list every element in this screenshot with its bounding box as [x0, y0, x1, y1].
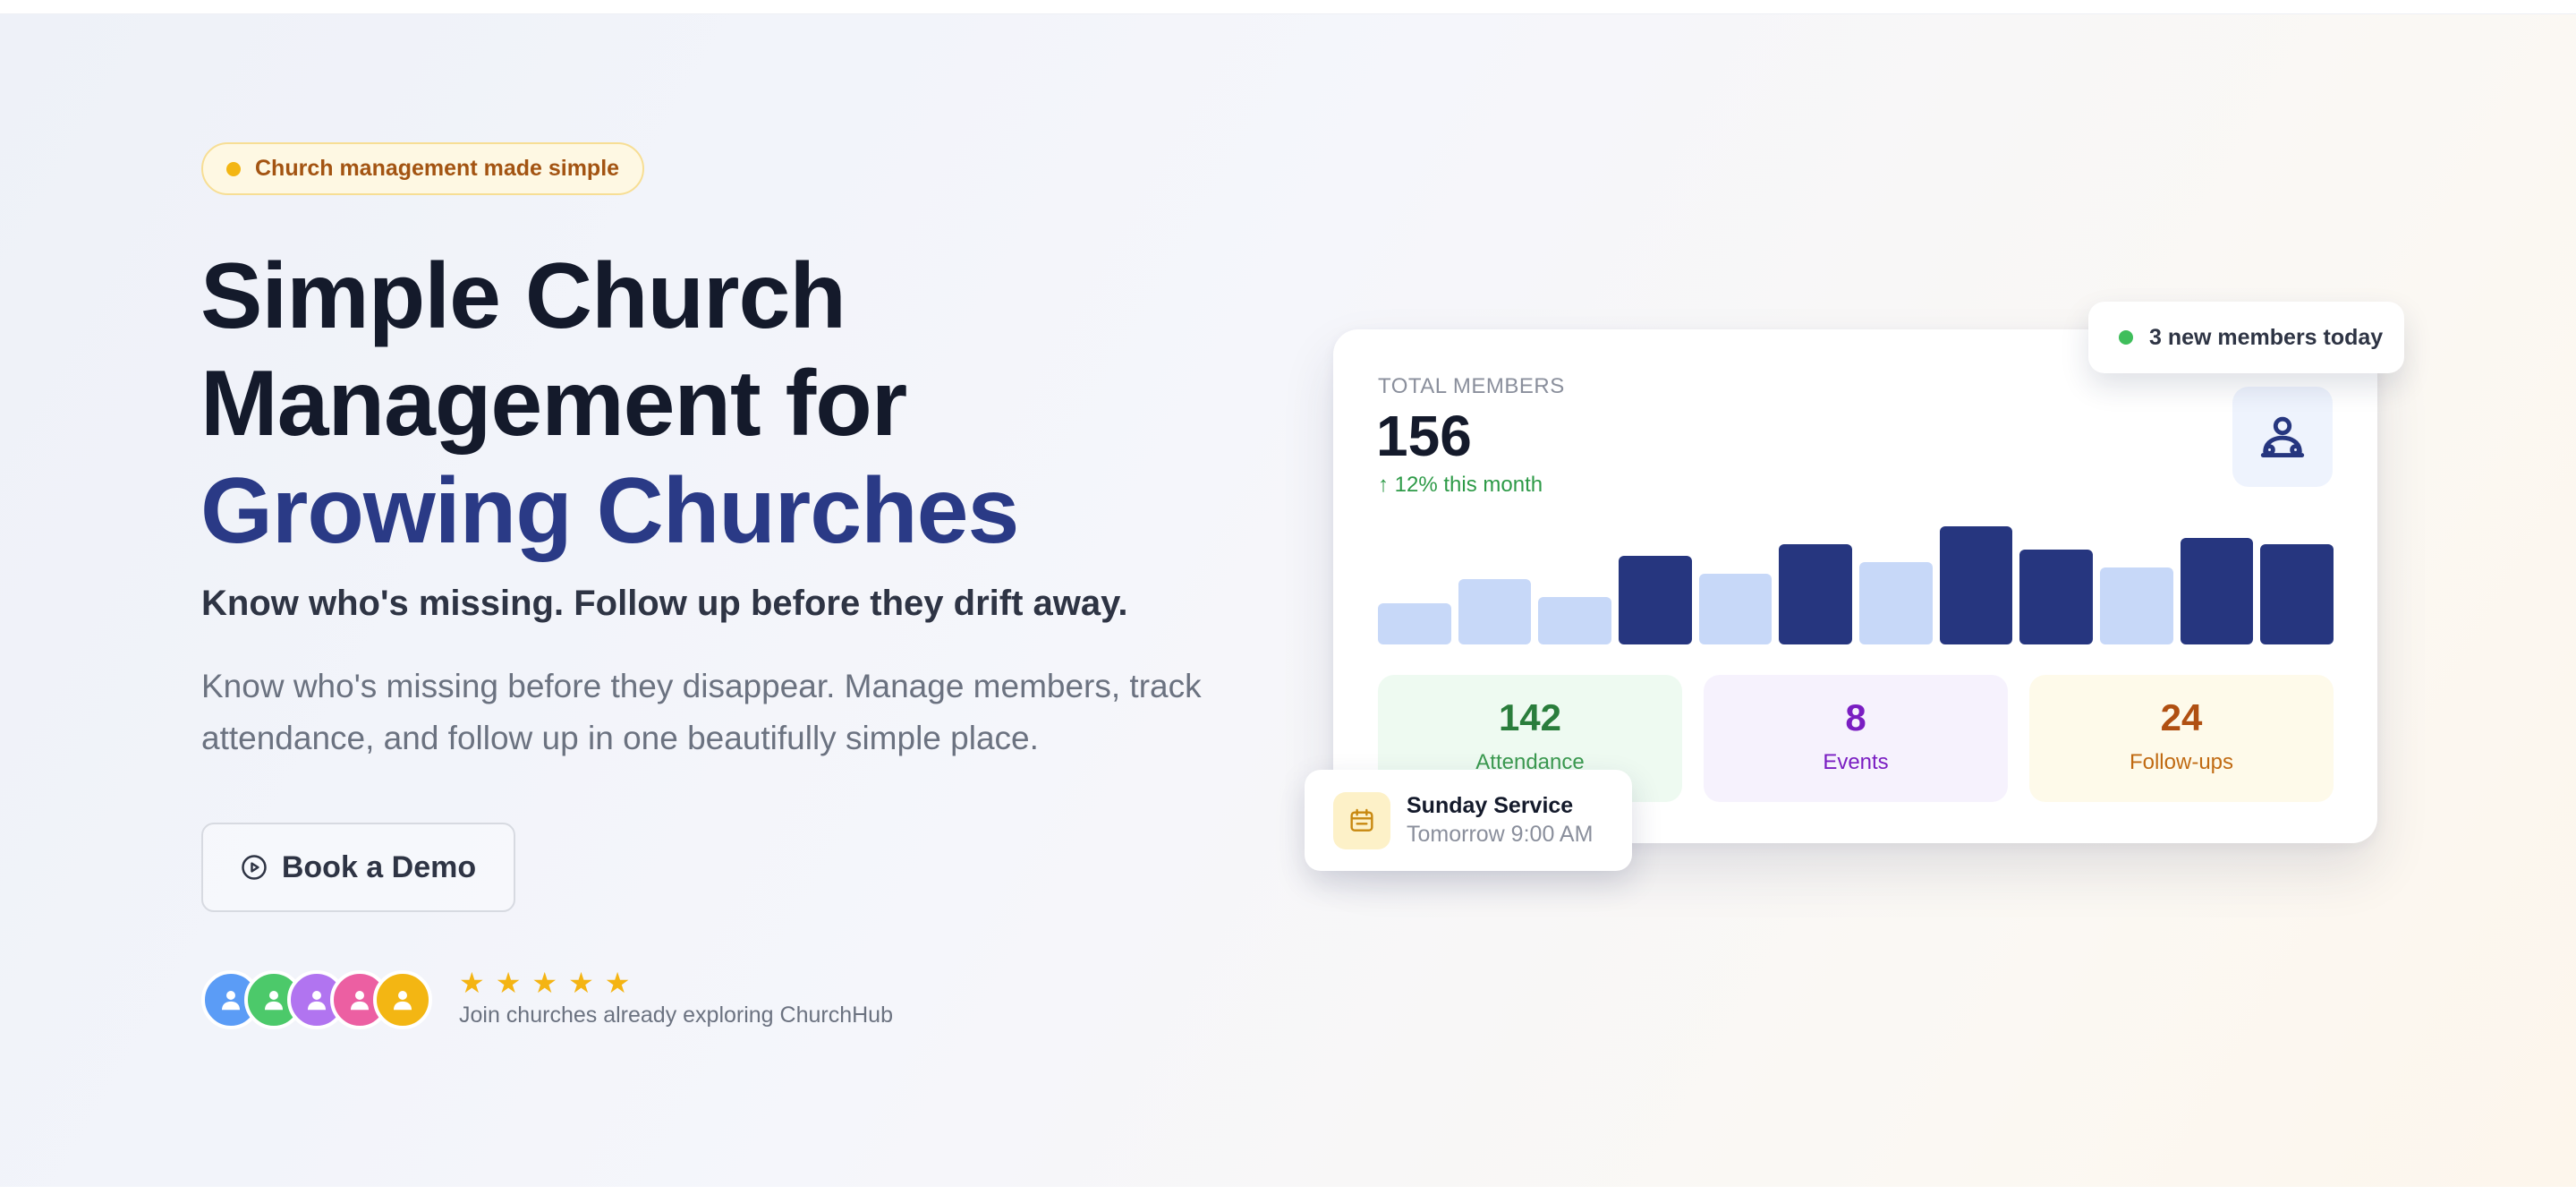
badge-dot-icon	[226, 161, 241, 176]
member-bar	[1378, 603, 1451, 644]
top-strip	[0, 0, 2576, 14]
member-bar	[1538, 597, 1611, 644]
user-icon	[308, 991, 326, 1011]
followups-stat: 24 Follow-ups	[2029, 675, 2334, 802]
social-proof-text: Join churches already exploring ChurchHu…	[459, 1002, 893, 1028]
hero-section: Church management made simple Simple Chu…	[0, 14, 2576, 1187]
title-line-1: Simple Church	[200, 244, 846, 348]
attendance-value: 142	[1498, 696, 1562, 738]
page-title: Simple Church Management for Growing Chu…	[200, 243, 1274, 565]
badge-label: Church management made simple	[255, 156, 620, 181]
bottom-strip	[0, 1187, 2576, 1203]
user-icon	[351, 991, 369, 1011]
avatar	[373, 970, 432, 1029]
user-icon	[222, 991, 240, 1011]
subheadline: Know who's missing. Follow up before the…	[201, 584, 1128, 623]
user-icon	[265, 991, 283, 1011]
avatar-stack	[201, 970, 434, 1029]
member-bar	[1698, 574, 1773, 644]
events-label: Events	[1823, 750, 1889, 774]
book-demo-label: Book a Demo	[281, 849, 477, 884]
member-bar	[2180, 538, 2254, 644]
events-value: 8	[1845, 696, 1866, 738]
event-title: Sunday Service	[1407, 793, 1574, 818]
book-demo-button[interactable]: Book a Demo	[201, 823, 515, 912]
new-members-notification: 3 new members today	[2088, 302, 2404, 373]
members-icon	[2260, 416, 2305, 457]
star-icon: ★	[568, 967, 594, 999]
member-bar	[2100, 567, 2173, 644]
members-dashboard-card: TOTAL MEMBERS 156 ↑ 12% this month 142 A…	[1333, 329, 2377, 843]
followups-label: Follow-ups	[2129, 750, 2234, 774]
total-members-value: 156	[1376, 404, 1472, 468]
hero-description: Know who's missing before they disappear…	[201, 668, 1202, 756]
star-icon: ★	[531, 967, 558, 999]
members-icon-tile	[2232, 387, 2333, 487]
growth-indicator: ↑ 12% this month	[1378, 473, 1543, 497]
member-bar	[1779, 544, 1852, 644]
member-bar	[2019, 550, 2093, 644]
star-icon: ★	[495, 967, 522, 999]
title-line-2: Management for	[200, 352, 907, 456]
member-bar	[1859, 562, 1933, 644]
user-icon	[394, 991, 412, 1011]
member-bar	[1458, 579, 1532, 644]
followups-value: 24	[2160, 696, 2203, 738]
star-icon: ★	[604, 967, 631, 999]
play-circle-icon	[242, 855, 267, 880]
member-bar	[1939, 526, 2013, 644]
weekly-members-bars	[1378, 526, 2334, 644]
tagline-badge: Church management made simple	[201, 142, 645, 195]
total-members-label: TOTAL MEMBERS	[1378, 374, 1565, 398]
events-stat: 8 Events	[1704, 675, 2008, 802]
rating-stars: ★ ★ ★ ★ ★	[459, 967, 630, 999]
member-bar	[2260, 544, 2334, 644]
status-dot-icon	[2119, 330, 2133, 345]
member-bar	[1619, 556, 1692, 644]
calendar-icon-tile	[1333, 792, 1390, 849]
upcoming-event-card: Sunday Service Tomorrow 9:00 AM	[1305, 770, 1632, 871]
calendar-icon	[1350, 808, 1373, 832]
star-icon: ★	[459, 967, 485, 999]
notification-text: 3 new members today	[2149, 324, 2384, 350]
title-line-3-accent: Growing Churches	[200, 459, 1019, 563]
event-time: Tomorrow 9:00 AM	[1407, 822, 1594, 847]
